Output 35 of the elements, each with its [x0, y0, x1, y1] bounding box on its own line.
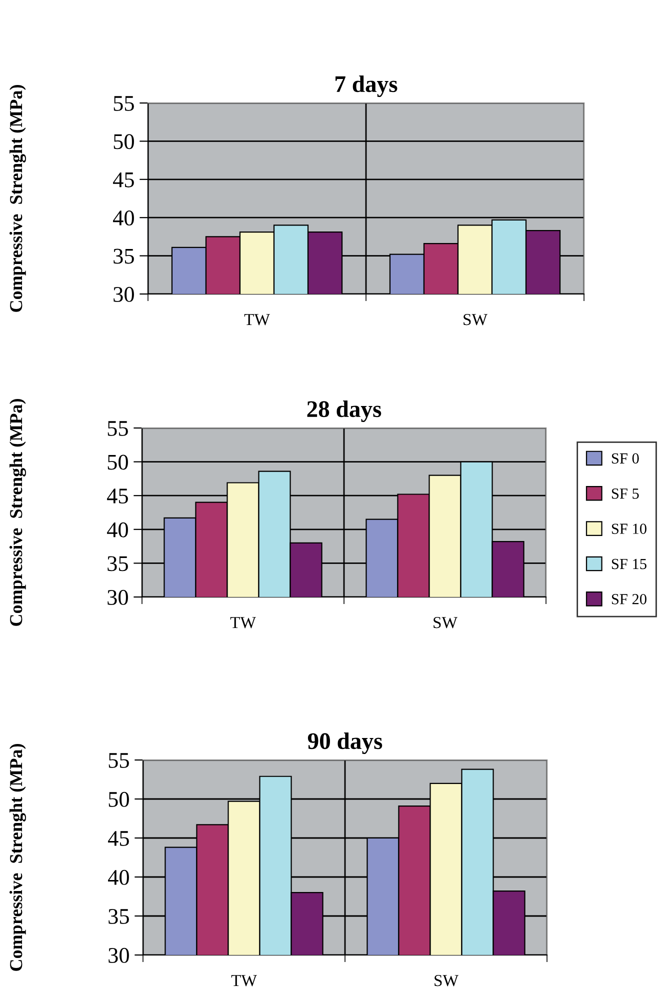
y-tick-label: 50 — [108, 792, 129, 807]
chart-title: 7 days — [336, 76, 398, 97]
y-tick-label: 35 — [108, 908, 129, 924]
y-tick-label: 50 — [108, 454, 128, 470]
x-tick-label: SW — [464, 314, 488, 326]
y-axis-title: Compressive Strenght (MPa) — [9, 399, 26, 626]
y-tick-label: 55 — [108, 753, 129, 768]
legend-label: SF 10 — [612, 524, 646, 534]
x-tick-label: TW — [231, 975, 257, 986]
chart-title: 90 days — [308, 732, 382, 754]
x-tick-label: SW — [434, 616, 458, 628]
y-axis-title: Compressive Strenght (MPa) — [9, 744, 26, 971]
legend-label: SF 20 — [612, 594, 646, 604]
y-tick-label: 55 — [108, 421, 128, 436]
chart-title: 28 days — [307, 400, 382, 422]
y-tick-label: 50 — [114, 134, 134, 150]
y-tick-label: 45 — [108, 831, 129, 846]
y-axis-title: Compressive Strenght (MPa) — [9, 85, 26, 312]
y-tick-label: 55 — [114, 96, 134, 111]
y-tick-label: 40 — [107, 522, 128, 538]
y-tick-label: 30 — [108, 948, 129, 963]
legend-label: SF 0 — [612, 453, 639, 464]
y-tick-label: 40 — [108, 870, 129, 885]
y-tick-label: 40 — [113, 210, 134, 226]
x-tick-label: TW — [230, 617, 256, 628]
legend-label: SF 5 — [612, 488, 639, 499]
y-tick-label: 30 — [114, 286, 134, 302]
y-tick-label: 35 — [114, 248, 134, 264]
y-tick-label: 45 — [113, 172, 134, 188]
y-tick-label: 30 — [108, 590, 128, 605]
x-tick-label: SW — [434, 974, 458, 986]
y-tick-label: 35 — [108, 556, 128, 572]
x-tick-label: TW — [244, 314, 270, 326]
y-tick-label: 45 — [107, 488, 128, 504]
legend-label: SF 15 — [612, 558, 646, 570]
